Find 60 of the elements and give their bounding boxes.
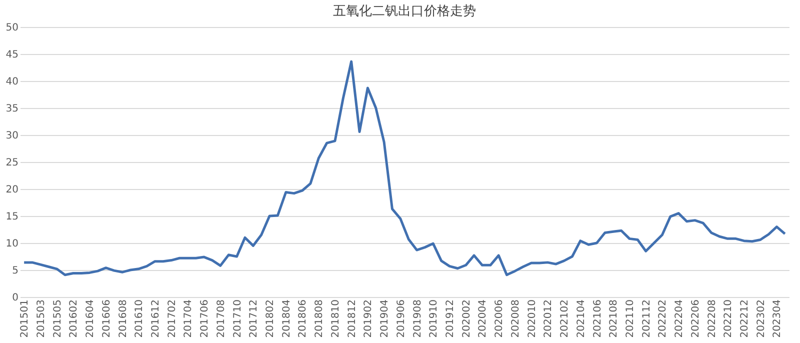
x-tick-label: 202302 bbox=[756, 300, 767, 338]
y-tick-label: 25 bbox=[6, 158, 18, 168]
y-tick-label: 50 bbox=[6, 22, 18, 34]
y-tick-label: 5 bbox=[12, 266, 18, 276]
x-tick-label: 201810 bbox=[330, 300, 342, 338]
x-tick-label: 201503 bbox=[36, 300, 47, 338]
x-tick-label: 201702 bbox=[166, 300, 178, 338]
y-tick-label: 40 bbox=[6, 76, 18, 88]
x-tick-label: 202004 bbox=[478, 300, 489, 338]
x-tick-label: 201802 bbox=[265, 300, 276, 338]
x-tick-label: 201712 bbox=[248, 300, 260, 338]
x-tick-label: 202110 bbox=[624, 300, 636, 338]
x-tick-label: 201906 bbox=[396, 300, 407, 338]
x-tick-label: 201710 bbox=[232, 300, 244, 338]
x-tick-label: 201610 bbox=[134, 300, 146, 338]
y-tick-label: 45 bbox=[6, 50, 18, 60]
x-tick-label: 201708 bbox=[216, 300, 227, 338]
x-tick-label: 202010 bbox=[526, 300, 538, 338]
x-tick-label: 202106 bbox=[592, 300, 604, 338]
y-tick-label: 10 bbox=[6, 238, 18, 250]
x-tick-label: 201804 bbox=[281, 300, 292, 338]
x-tick-label: 201604 bbox=[85, 300, 96, 338]
y-tick-label: 20 bbox=[6, 184, 18, 196]
x-tick-label: 201505 bbox=[52, 300, 64, 338]
x-tick-label: 202112 bbox=[641, 300, 652, 338]
x-tick-label: 202212 bbox=[740, 300, 751, 338]
x-tick-label: 201704 bbox=[183, 300, 194, 338]
x-tick-label: 201812 bbox=[346, 300, 358, 338]
x-tick-label: 202002 bbox=[461, 300, 472, 338]
x-tick-label: 202104 bbox=[576, 300, 587, 338]
x-tick-label: 201908 bbox=[412, 300, 424, 338]
x-tick-label: 202206 bbox=[690, 300, 702, 338]
x-tick-label: 201612 bbox=[150, 300, 162, 338]
x-tick-label: 201501 bbox=[20, 300, 31, 338]
x-tick-label: 201706 bbox=[200, 300, 211, 338]
x-tick-label: 201912 bbox=[444, 300, 456, 338]
y-tick-label: 0 bbox=[12, 292, 18, 304]
x-tick-label: 202102 bbox=[560, 300, 571, 338]
x-tick-label: 201902 bbox=[363, 300, 374, 338]
x-tick-label: 202008 bbox=[510, 300, 522, 338]
x-tick-label: 202210 bbox=[723, 300, 734, 338]
chart-title: 五氧化二钒出口价格走势 bbox=[333, 4, 476, 19]
y-tick-label: 35 bbox=[6, 104, 18, 114]
x-tick-label: 202012 bbox=[543, 300, 554, 338]
x-tick-label: 202006 bbox=[494, 300, 506, 338]
x-tick-label: 202304 bbox=[772, 300, 784, 338]
y-tick-label: 15 bbox=[6, 212, 18, 222]
x-tick-label: 201910 bbox=[428, 300, 440, 338]
x-tick-label: 201606 bbox=[101, 300, 112, 338]
x-tick-label: 201806 bbox=[298, 300, 309, 338]
x-tick-label: 201602 bbox=[68, 300, 80, 338]
x-tick-label: 202202 bbox=[658, 300, 669, 338]
x-tick-label: 202208 bbox=[706, 300, 718, 338]
x-tick-label: 201808 bbox=[314, 300, 326, 338]
x-tick-label: 201904 bbox=[380, 300, 391, 338]
x-tick-label: 202108 bbox=[608, 300, 620, 338]
x-tick-label: 202204 bbox=[674, 300, 686, 338]
x-tick-label: 201608 bbox=[118, 300, 129, 338]
line-series bbox=[22, 60, 786, 276]
y-tick-label: 30 bbox=[6, 130, 18, 142]
